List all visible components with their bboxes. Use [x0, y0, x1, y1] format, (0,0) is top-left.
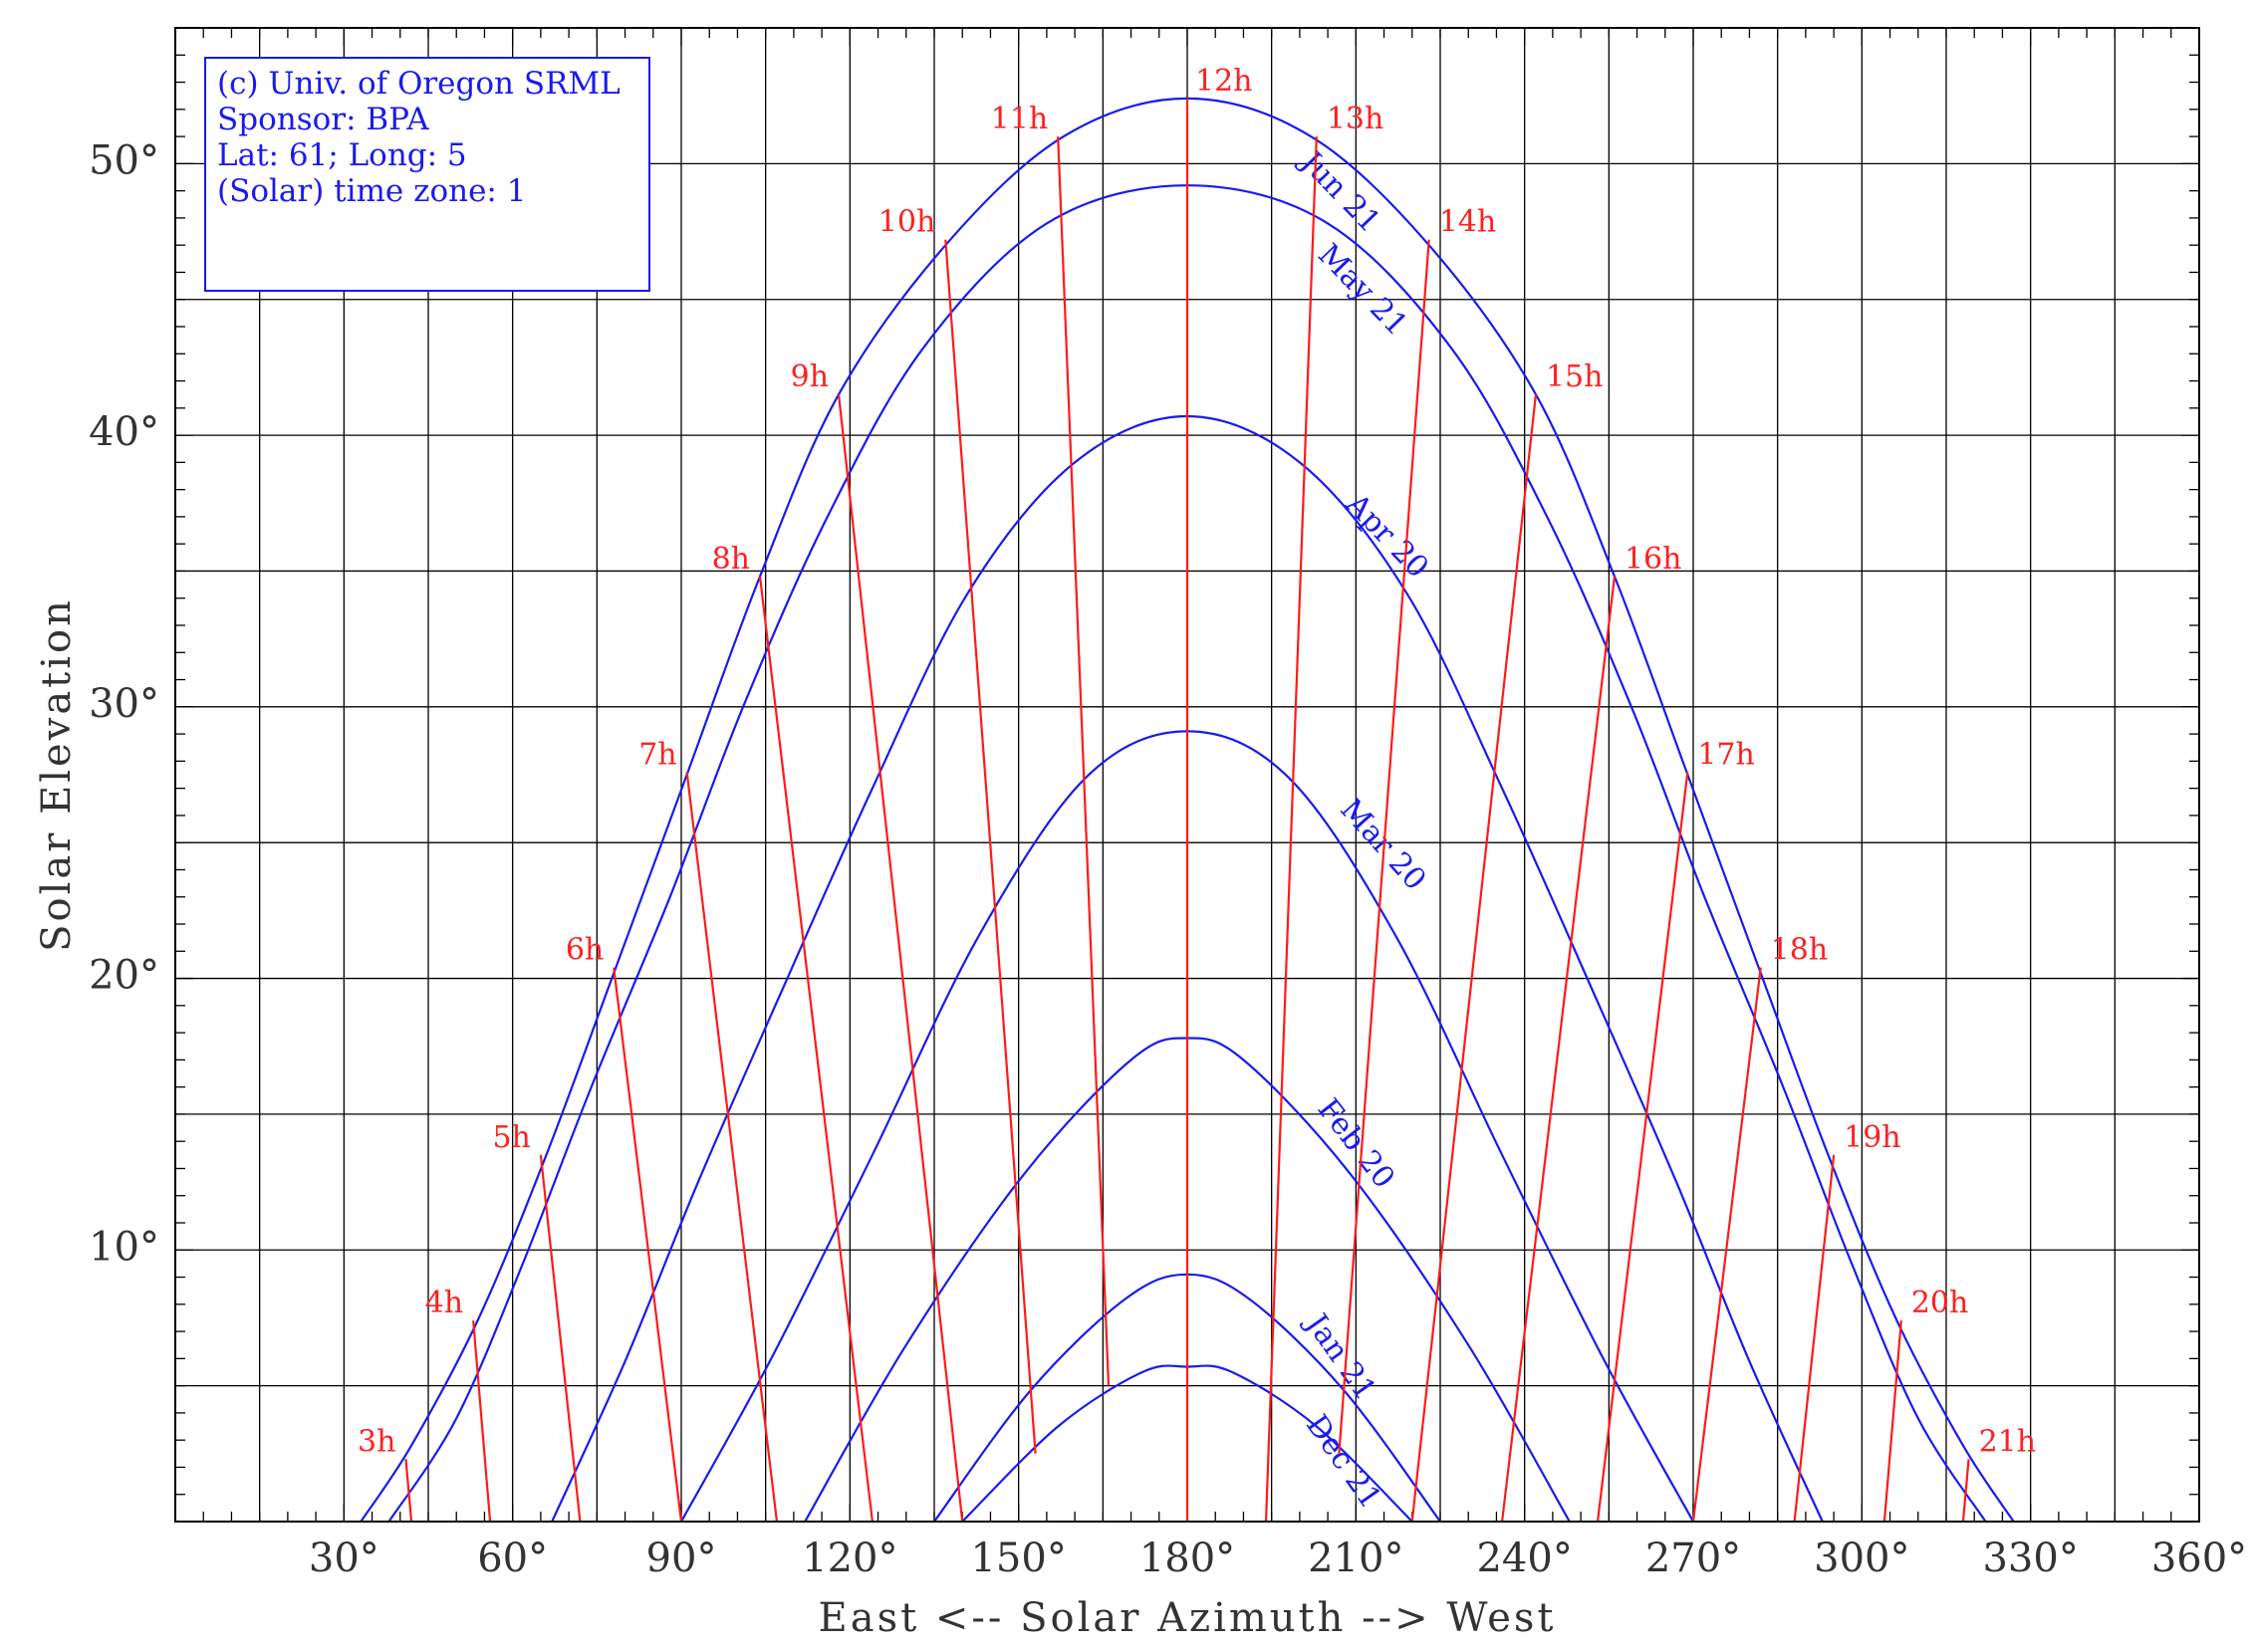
hour-label: 12h	[1195, 64, 1253, 99]
x-tick-label: 210°	[1308, 1535, 1403, 1581]
x-axis-title: East <-- Solar Azimuth --> West	[819, 1595, 1557, 1641]
hour-line	[1500, 576, 1617, 1523]
hour-line	[472, 1320, 492, 1523]
hour-line	[837, 394, 964, 1523]
hour-label: 15h	[1546, 359, 1604, 394]
x-tick-label: 30°	[309, 1535, 379, 1581]
y-tick-label: 30°	[89, 681, 159, 727]
hour-line	[685, 772, 779, 1523]
y-tick-label: 40°	[89, 409, 159, 455]
hour-line	[1793, 1154, 1836, 1523]
hour-label: 5h	[492, 1120, 530, 1155]
hour-label: 3h	[358, 1424, 395, 1459]
info-box-line: (Solar) time zone: 1	[217, 173, 526, 209]
x-tick-labels: 30° 60° 90° 120° 150° 180° 210° 240° 270° 300° 330…	[309, 1535, 2247, 1581]
x-tick-label: 300°	[1814, 1535, 1909, 1581]
hour-label: 13h	[1327, 102, 1384, 136]
y-tick-labels: 10° 20° 30° 40° 50°	[89, 137, 159, 1270]
hour-label: 4h	[425, 1286, 463, 1320]
x-tick-label: 270°	[1645, 1535, 1741, 1581]
x-tick-label: 90°	[646, 1535, 717, 1581]
hour-line	[1264, 136, 1318, 1523]
hour-line	[404, 1459, 413, 1523]
hour-label: 11h	[991, 102, 1049, 136]
hour-label: 16h	[1625, 542, 1682, 577]
hour-line	[1691, 967, 1762, 1523]
x-tick-label: 60°	[477, 1535, 548, 1581]
hour-label: 19h	[1844, 1120, 1901, 1155]
info-box-line: (c) Univ. of Oregon SRML	[217, 66, 621, 102]
hour-line	[1338, 239, 1430, 1454]
hour-label: 18h	[1771, 933, 1829, 968]
hour-label: 9h	[791, 359, 829, 394]
hour-line	[613, 967, 683, 1523]
hour-label: 20h	[1911, 1286, 1969, 1320]
x-tick-label: 120°	[802, 1535, 897, 1581]
x-tick-label: 240°	[1476, 1535, 1572, 1581]
hour-line	[1057, 136, 1111, 1386]
plot-frame	[174, 27, 2200, 1523]
hour-line	[1882, 1320, 1902, 1523]
y-axis-title: Solar Elevation	[34, 597, 80, 952]
hour-line	[1961, 1459, 1970, 1523]
hour-line	[1596, 772, 1689, 1523]
hour-line	[758, 576, 875, 1523]
info-box-line: Sponsor: BPA	[217, 102, 429, 137]
hour-label: 10h	[878, 205, 936, 240]
hour-line	[944, 239, 1037, 1454]
info-box-line: Lat: 61; Long: 5	[217, 137, 467, 173]
hour-lines: 3h 4h 5h 6h 7h 8h 9h 10h 11h 12h 13h 14h 15h 16h 17h 18…	[358, 64, 2037, 1523]
x-tick-label: 360°	[2151, 1535, 2247, 1581]
x-tick-label: 330°	[1982, 1535, 2078, 1581]
hour-label: 21h	[1979, 1424, 2037, 1459]
date-curve	[360, 97, 2015, 1523]
hour-label: 7h	[638, 737, 676, 772]
hour-line	[1410, 394, 1538, 1523]
y-tick-label: 50°	[89, 137, 159, 183]
info-box-frame	[204, 57, 650, 292]
hour-label: 8h	[712, 542, 750, 577]
x-tick-label: 180°	[1139, 1535, 1235, 1581]
hour-line	[539, 1154, 582, 1523]
hour-label: 6h	[566, 933, 604, 968]
y-tick-label: 20°	[89, 953, 159, 999]
axis-ticks	[175, 28, 2199, 1522]
x-tick-label: 150°	[970, 1535, 1066, 1581]
hour-label: 14h	[1439, 205, 1497, 240]
hour-label: 17h	[1697, 737, 1755, 772]
y-tick-label: 10°	[89, 1224, 159, 1270]
